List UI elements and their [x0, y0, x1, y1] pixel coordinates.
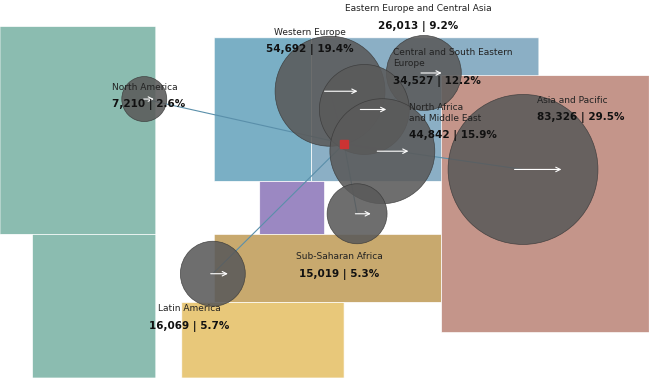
FancyBboxPatch shape	[32, 234, 156, 378]
FancyBboxPatch shape	[260, 181, 324, 234]
FancyBboxPatch shape	[441, 76, 649, 333]
Ellipse shape	[180, 241, 245, 306]
Text: 7,210 | 2.6%: 7,210 | 2.6%	[112, 99, 185, 110]
Ellipse shape	[122, 77, 167, 122]
FancyBboxPatch shape	[214, 38, 311, 181]
Text: 83,326 | 29.5%: 83,326 | 29.5%	[538, 112, 625, 123]
Text: Sub-Saharan Africa: Sub-Saharan Africa	[296, 252, 382, 261]
Text: 54,692 | 19.4%: 54,692 | 19.4%	[266, 44, 354, 55]
FancyBboxPatch shape	[311, 38, 539, 181]
FancyBboxPatch shape	[0, 26, 156, 234]
Text: 44,842 | 15.9%: 44,842 | 15.9%	[410, 130, 497, 141]
Ellipse shape	[275, 36, 385, 146]
Text: 26,013 | 9.2%: 26,013 | 9.2%	[378, 21, 458, 32]
Text: Western Europe: Western Europe	[274, 28, 346, 37]
FancyBboxPatch shape	[214, 234, 441, 302]
Ellipse shape	[319, 65, 410, 155]
Ellipse shape	[330, 99, 435, 204]
Text: Latin America: Latin America	[158, 304, 221, 313]
Text: 16,069 | 5.7%: 16,069 | 5.7%	[150, 321, 229, 332]
Text: 15,019 | 5.3%: 15,019 | 5.3%	[299, 268, 379, 279]
Text: North Africa
and Middle East: North Africa and Middle East	[410, 103, 482, 123]
Ellipse shape	[386, 36, 461, 110]
Text: Asia and Pacific: Asia and Pacific	[538, 96, 608, 105]
Text: Eastern Europe and Central Asia: Eastern Europe and Central Asia	[345, 4, 491, 13]
Text: Central and South Eastern
Europe: Central and South Eastern Europe	[393, 48, 513, 68]
Ellipse shape	[448, 94, 598, 245]
Ellipse shape	[327, 184, 387, 244]
FancyBboxPatch shape	[182, 302, 344, 378]
Text: 34,527 | 12.2%: 34,527 | 12.2%	[393, 76, 481, 87]
Text: North America: North America	[112, 82, 177, 91]
